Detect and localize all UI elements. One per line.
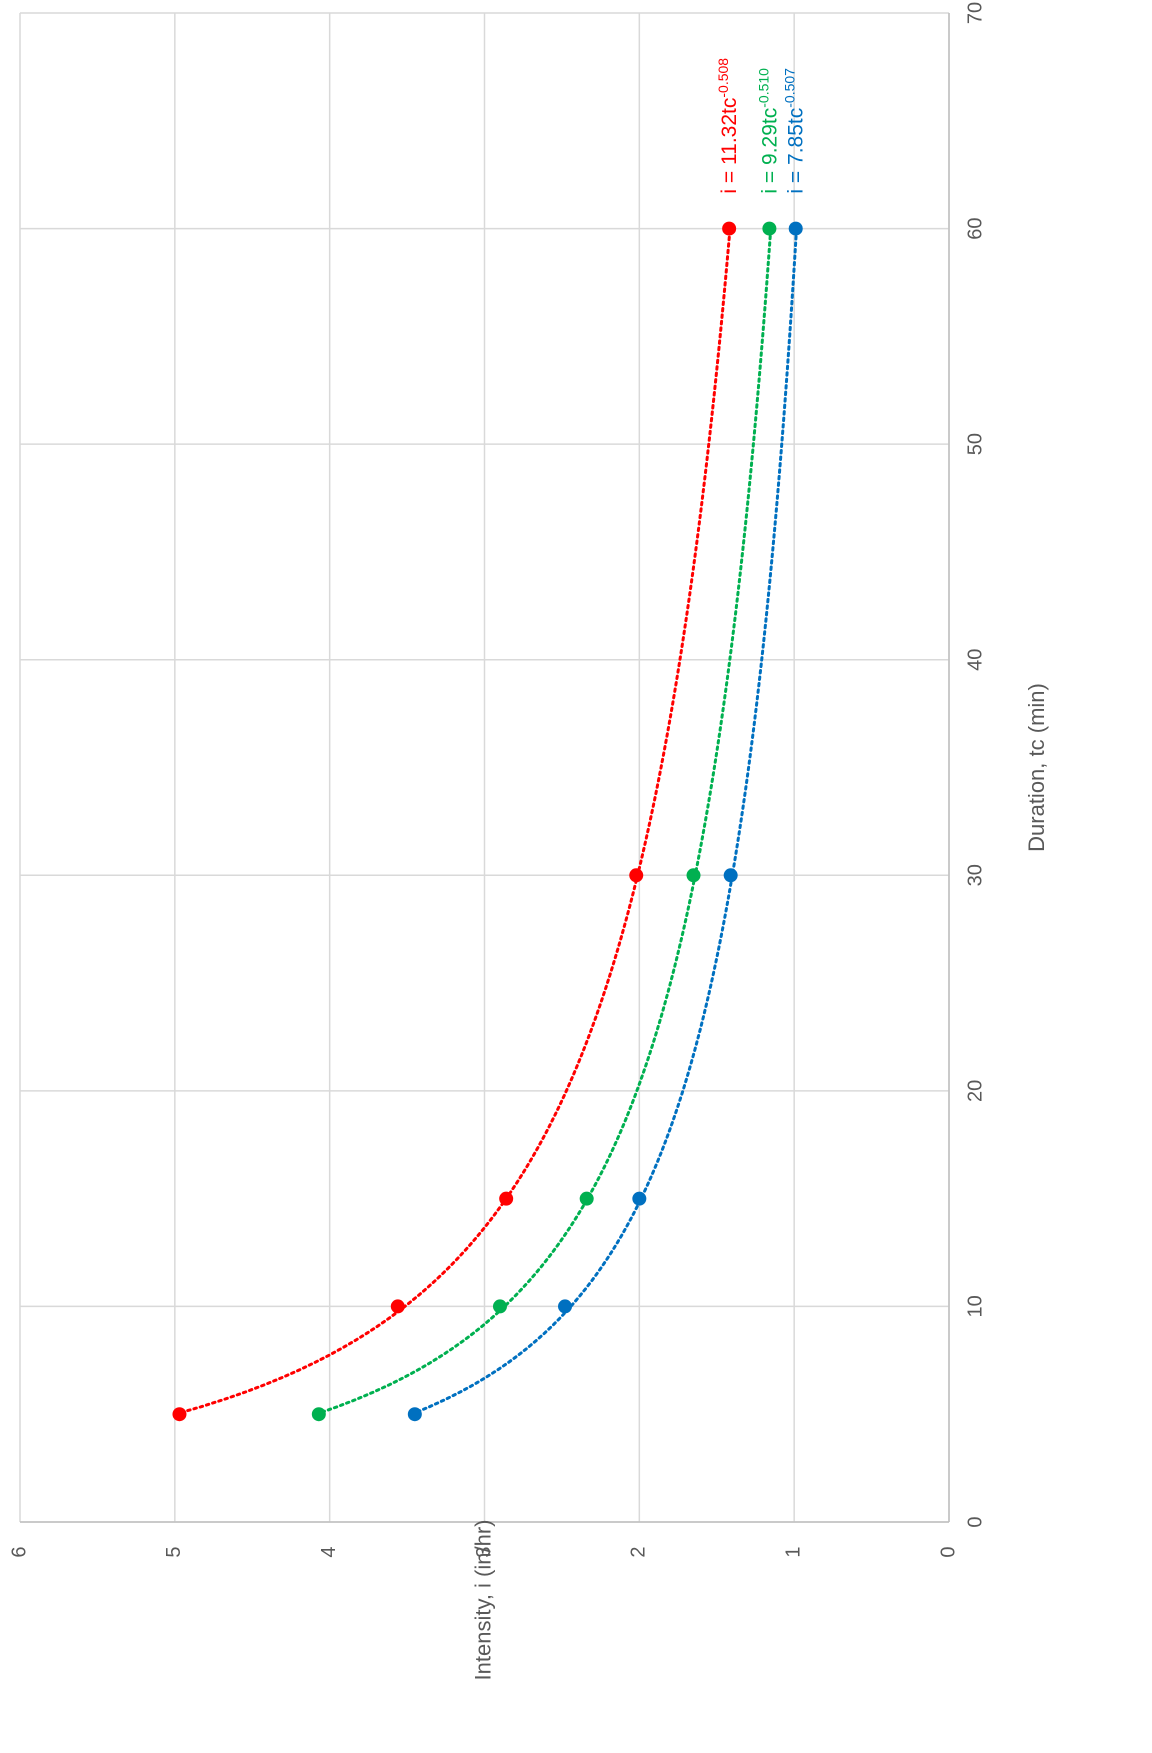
equation-exponent: -0.508 [715,58,731,98]
x-tick-label: 10 [964,1295,986,1317]
equation-label-series-1: i = 11.32tc-0.508 [715,58,741,194]
x-tick-label: 70 [964,2,986,24]
x-tick-label: 0 [964,1516,986,1527]
equation-exponent: -0.507 [782,68,798,108]
axis-titles: Duration, tc (min) Intensity, i (in/hr) [470,683,1049,1680]
data-point-series-3 [723,868,738,883]
y-tick-label: 6 [8,1546,30,1557]
data-point-series-1 [172,1407,187,1422]
data-point-series-1 [722,221,737,236]
data-points [172,221,803,1422]
data-point-series-3 [632,1191,647,1206]
y-tick-label: 2 [628,1546,650,1557]
trendline-series-1 [173,227,732,1416]
x-tick-label: 50 [964,433,986,455]
equation-exponent: -0.510 [755,68,771,108]
data-point-series-2 [686,868,701,883]
y-tick-label: 0 [937,1546,959,1557]
x-tick-label: 20 [964,1080,986,1102]
tick-labels: 0 10 20 30 40 50 60 70 0 1 2 3 4 5 6 [8,2,986,1558]
data-point-series-1 [390,1299,405,1314]
data-point-series-2 [579,1191,594,1206]
data-point-series-3 [407,1407,422,1422]
trendline-series-2 [314,227,773,1416]
trendlines [173,227,799,1416]
x-tick-label: 30 [964,864,986,886]
equation-label-series-3: i = 7.85tc-0.507 [782,68,808,194]
equation-label-series-2: i = 9.29tc-0.510 [755,68,781,194]
gridlines [19,12,950,1523]
data-point-series-2 [492,1299,507,1314]
y-tick-label: 1 [782,1546,804,1557]
equation-base: i = 7.85tc [785,108,808,194]
x-tick-label: 60 [964,217,986,239]
y-tick-label: 4 [318,1546,340,1557]
data-point-series-1 [499,1191,514,1206]
data-point-series-2 [311,1407,326,1422]
data-point-series-1 [629,868,644,883]
data-point-series-3 [788,221,803,236]
x-axis-title: Duration, tc (min) [1024,683,1049,852]
equation-base: i = 9.29tc [758,108,781,194]
data-point-series-3 [558,1299,573,1314]
equation-base: i = 11.32tc [718,98,741,194]
trendline-series-3 [410,227,799,1416]
x-tick-label: 40 [964,649,986,671]
data-point-series-2 [762,221,777,236]
y-tick-label: 5 [163,1546,185,1557]
y-tick-label: 3 [473,1546,495,1557]
y-axis-title: Intensity, i (in/hr) [470,1520,495,1681]
